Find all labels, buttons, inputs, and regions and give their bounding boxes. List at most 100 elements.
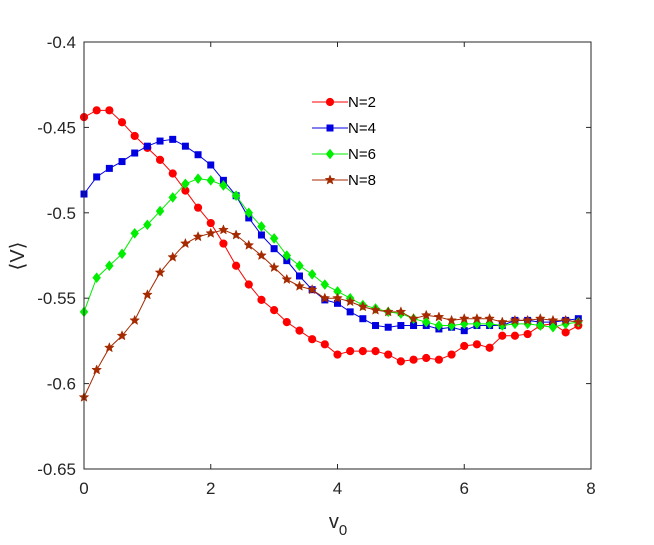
x-tick-label: 0: [79, 479, 88, 498]
data-point: [231, 190, 241, 202]
data-point: [130, 131, 139, 141]
legend-marker: [326, 124, 334, 132]
data-point: [257, 295, 266, 305]
data-point: [91, 364, 103, 375]
legend-entry: N=6: [312, 146, 376, 163]
data-point: [117, 248, 127, 260]
data-point: [561, 328, 570, 337]
x-tick-label: 4: [333, 479, 342, 498]
data-point: [294, 280, 305, 291]
x-axis-label: v0: [329, 511, 347, 539]
data-point: [359, 315, 367, 323]
data-point: [397, 322, 405, 330]
ticks-layer: 0 2 4 6 8 -0.65 -0.6 -0.55 -0.5 -0.45 -0.4: [37, 33, 595, 498]
data-point: [295, 326, 304, 335]
x-axis-label-subscript: 0: [339, 522, 347, 539]
data-point: [536, 320, 545, 331]
data-point: [129, 314, 141, 325]
data-point: [244, 207, 254, 219]
data-point: [320, 279, 330, 290]
data-point: [92, 106, 101, 115]
data-point: [206, 175, 215, 186]
legend-label: N=2: [348, 94, 376, 111]
legend-entry: N=4: [312, 120, 376, 137]
data-point: [510, 331, 520, 340]
data-point: [282, 250, 292, 261]
y-tick-label: -0.55: [37, 289, 76, 308]
data-point: [269, 233, 279, 244]
data-point: [117, 118, 127, 127]
data-point: [181, 142, 189, 150]
data-point: [320, 340, 329, 349]
data-point: [358, 347, 367, 356]
data-point: [433, 311, 445, 322]
data-point: [105, 164, 113, 172]
data-point: [156, 137, 164, 145]
data-point: [307, 268, 317, 280]
data-point: [232, 261, 241, 270]
legend-marker: [324, 174, 336, 185]
data-point: [155, 205, 165, 217]
series-n-2: [79, 106, 583, 366]
data-point: [523, 329, 532, 339]
data-point: [357, 301, 369, 312]
data-point: [384, 323, 392, 331]
data-point: [168, 169, 177, 178]
legend-marker: [325, 97, 335, 107]
data-point: [105, 106, 114, 115]
data-point: [384, 350, 393, 359]
data-point: [534, 313, 546, 324]
data-point: [169, 135, 177, 143]
data-point: [93, 173, 101, 181]
data-point: [332, 292, 343, 303]
data-point: [207, 161, 215, 169]
data-point: [333, 350, 342, 359]
data-point: [484, 313, 495, 324]
data-point: [509, 314, 521, 325]
data-point: [421, 316, 431, 328]
data-point: [396, 357, 405, 366]
data-point: [447, 350, 456, 359]
data-point: [256, 249, 267, 261]
data-point: [346, 347, 355, 356]
legend-marker: [325, 148, 335, 160]
data-point: [560, 314, 572, 325]
data-point: [548, 321, 558, 333]
series-line: [83, 138, 579, 332]
data-point: [105, 260, 114, 272]
legend-entry: N=2: [312, 94, 376, 111]
data-point: [270, 306, 279, 315]
series-line: [83, 178, 579, 328]
data-point: [282, 318, 291, 327]
x-axis-label-main: v: [329, 511, 339, 533]
data-point: [522, 314, 534, 325]
data-point: [268, 261, 280, 273]
legend-label: N=8: [348, 172, 376, 189]
data-point: [194, 151, 202, 159]
data-point: [572, 316, 584, 327]
data-point: [143, 219, 152, 231]
data-point: [485, 343, 494, 352]
data-point: [219, 180, 228, 191]
legend: N=2 N=4 N=6 N=8: [312, 94, 376, 189]
y-tick-label: -0.6: [47, 375, 76, 394]
data-point: [420, 309, 432, 320]
data-point: [244, 280, 253, 289]
data-point: [395, 306, 407, 317]
data-point: [167, 251, 179, 262]
data-point: [192, 231, 204, 242]
data-point: [409, 355, 418, 364]
data-point: [257, 231, 265, 239]
data-point: [458, 313, 470, 324]
y-axis-label: ⟨V⟩: [7, 242, 29, 271]
data-point: [218, 224, 229, 235]
y-tick-label: -0.45: [37, 118, 76, 137]
data-point: [434, 320, 444, 331]
data-point: [118, 158, 126, 166]
data-point: [155, 155, 165, 164]
data-point: [206, 218, 215, 228]
data-point: [408, 313, 419, 324]
data-point: [116, 330, 128, 341]
data-point: [130, 227, 139, 239]
